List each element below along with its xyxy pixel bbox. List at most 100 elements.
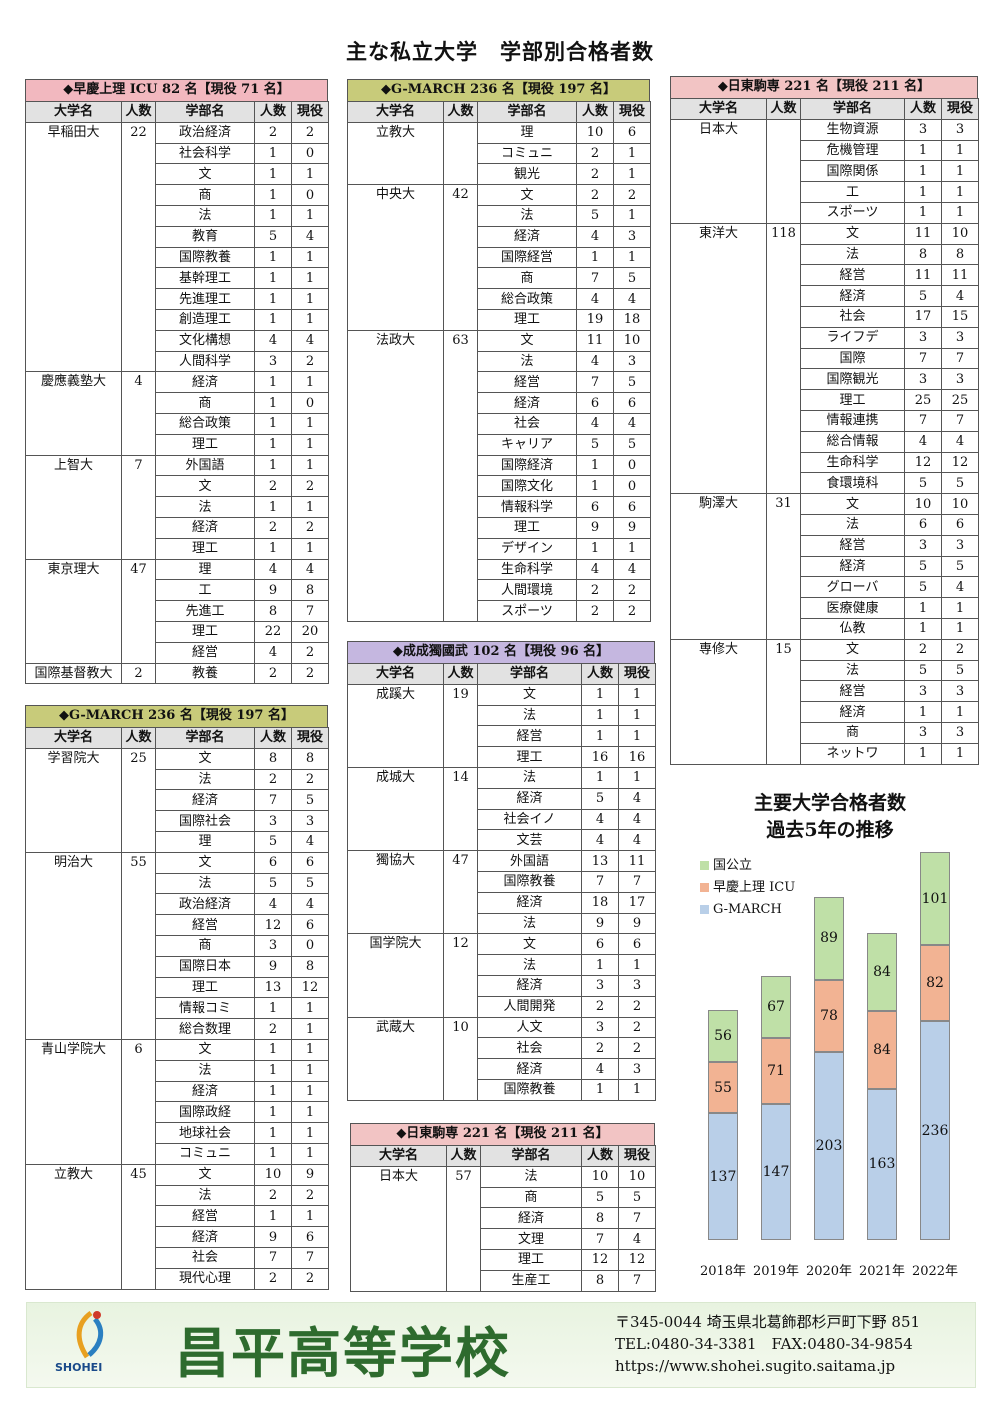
university-name (347, 1058, 444, 1080)
address: 〒345-0044 埼玉県北葛飾郡杉戸町下野 851 (615, 1313, 921, 1331)
table-header: ◆G-MARCH 236 名【現役 197 名】 (25, 705, 328, 727)
current-count: 5 (941, 555, 979, 578)
faculty-name: 文 (477, 184, 577, 206)
table-row: 中央大 42 文 2 2 (347, 184, 651, 206)
university-count (766, 576, 801, 598)
faculty-name: 外国語 (155, 454, 255, 477)
current-count: 2 (291, 768, 329, 791)
faculty-name: 経済 (477, 392, 577, 414)
pass-count: 7 (576, 267, 614, 290)
faculty-name: 経済 (800, 555, 905, 578)
current-count: 2 (941, 638, 979, 661)
column-header-current: 現役 (613, 101, 651, 123)
column-header-univ: 大学名 (670, 98, 767, 120)
data-label: 101 (921, 890, 949, 907)
faculty-name: 現代心理 (155, 1267, 255, 1290)
current-count: 0 (613, 475, 651, 498)
university-count (766, 264, 801, 286)
table-row: コミュニ 1 1 (25, 1142, 329, 1165)
faculty-name: 経済 (477, 1058, 582, 1080)
faculty-name: 理 (155, 830, 255, 853)
results-table-nittoh1: ◆日東駒専 221 名【現役 211 名】 大学名 人数 学部名 人数 現役 日本大 生物資源… (670, 76, 979, 765)
current-count: 1 (291, 1059, 329, 1082)
faculty-name: 人間環境 (477, 579, 577, 602)
university-name (25, 1143, 122, 1165)
current-count: 0 (291, 184, 329, 206)
university-count (121, 163, 156, 185)
table-row: 教育 5 4 (25, 225, 329, 248)
data-label: 71 (767, 1062, 785, 1079)
pass-count: 1 (581, 1078, 619, 1101)
table-row: 成蹊大 19 文 1 1 (347, 683, 656, 706)
table-row: 慶應義塾大 4 経済 1 1 (25, 371, 329, 394)
university-count (443, 975, 478, 997)
table-row: スポーツ 2 2 (347, 600, 651, 622)
pass-count: 1 (254, 392, 292, 414)
table-row: 経済 3 3 (347, 974, 656, 997)
table-row: 経済 8 7 (350, 1207, 656, 1230)
university-name (670, 285, 767, 307)
faculty-name: 総合政策 (155, 412, 255, 435)
faculty-name: 経済 (477, 891, 582, 914)
pass-count: 5 (254, 225, 292, 248)
pass-count: 9 (254, 579, 292, 602)
university-count (766, 701, 801, 723)
current-count: 1 (618, 766, 656, 789)
university-count (766, 597, 801, 619)
current-count: 7 (618, 870, 656, 893)
university-count (443, 725, 478, 747)
current-count: 9 (613, 516, 651, 539)
university-count (121, 392, 156, 414)
table-row: 国際日本 9 8 (25, 955, 329, 978)
university-count (766, 410, 801, 432)
faculty-name: 商 (477, 267, 577, 290)
university-count: 25 (121, 747, 156, 770)
current-count: 6 (291, 914, 329, 936)
current-count: 4 (291, 225, 329, 248)
table-row: 基幹理工 1 1 (25, 267, 329, 290)
pass-count: 12 (254, 914, 292, 936)
university-name: 日本大 (670, 118, 767, 141)
pass-count: 10 (581, 1165, 619, 1188)
university-name (347, 309, 444, 331)
university-count (443, 1037, 478, 1059)
current-count: 1 (613, 246, 651, 269)
pass-count: 1 (254, 1038, 292, 1061)
pass-count: 2 (254, 1184, 292, 1207)
university-count (766, 472, 801, 495)
university-count (121, 600, 156, 622)
university-name (670, 514, 767, 536)
table-row: 理工 19 18 (347, 308, 651, 331)
university-name (25, 309, 122, 331)
current-count: 1 (291, 412, 329, 435)
table-row: 社会 7 7 (25, 1246, 329, 1269)
faculty-name: 経済 (155, 1080, 255, 1103)
legend-entry: 早慶上理 ICU (700, 880, 795, 896)
current-count: 17 (618, 891, 656, 914)
faculty-name: 文 (477, 683, 582, 706)
pass-count: 2 (576, 163, 614, 186)
column-header-current: 現役 (618, 663, 656, 685)
current-count: 10 (941, 222, 979, 245)
pass-count: 1 (904, 742, 942, 765)
table-row: ネットワ 1 1 (670, 742, 979, 765)
current-count: 2 (291, 516, 329, 539)
faculty-name: 法 (477, 350, 577, 373)
website-link[interactable]: https://www.shohei.sugito.saitama.jp (615, 1357, 896, 1375)
column-header-count: 人数 (446, 1145, 481, 1167)
current-count: 6 (613, 496, 651, 518)
university-name (347, 559, 444, 580)
pass-count: 1 (254, 267, 292, 290)
pass-count: 1 (254, 997, 292, 1020)
table-row: 経済 5 4 (347, 787, 656, 810)
pass-count: 1 (254, 246, 292, 269)
pass-count: 1 (904, 181, 942, 203)
pass-count: 9 (254, 955, 292, 978)
university-name (25, 831, 122, 853)
x-tick-label: 2020年 (805, 1264, 853, 1279)
faculty-name: 社会科学 (155, 142, 255, 165)
